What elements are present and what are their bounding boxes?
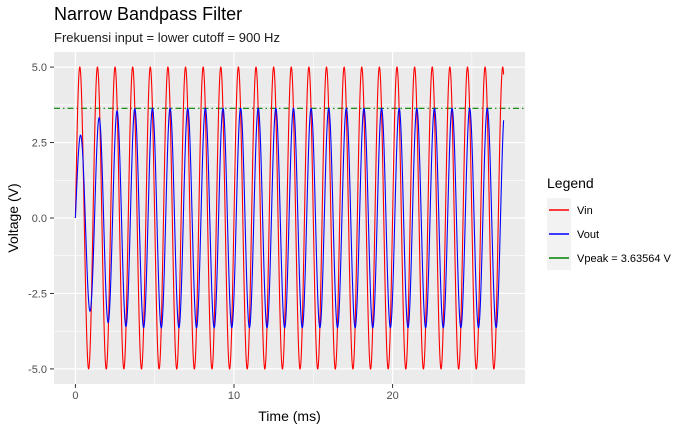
y-tick-label: 0.0 (32, 213, 47, 225)
series-layer (74, 66, 505, 370)
x-tick-label: 10 (228, 390, 240, 402)
axes: 0 10 20 -5.0 -2.5 0.0 2.5 5.0 (28, 62, 399, 402)
x-axis-title: Time (ms) (258, 408, 320, 424)
y-tick-label: 5.0 (32, 62, 47, 74)
x-tick-label: 0 (72, 390, 78, 402)
y-tick-label: 2.5 (32, 138, 47, 150)
x-tick-label: 20 (386, 390, 398, 402)
legend-label: Vout (577, 229, 599, 241)
chart-title: Narrow Bandpass Filter (54, 4, 242, 24)
series-vin-line (74, 66, 505, 370)
chart-subtitle: Frekuensi input = lower cutoff = 900 Hz (54, 30, 280, 45)
legend-label: Vpeak = 3.63564 V (577, 253, 672, 265)
series-vout-line (74, 107, 505, 329)
y-axis-title: Voltage (V) (5, 183, 21, 252)
legend-label: Vin (577, 205, 593, 217)
legend: Legend Vin Vout Vpeak = 3.63564 V (547, 175, 672, 270)
y-tick-label: -5.0 (28, 364, 47, 376)
legend-title: Legend (547, 175, 594, 191)
y-tick-label: -2.5 (28, 288, 47, 300)
